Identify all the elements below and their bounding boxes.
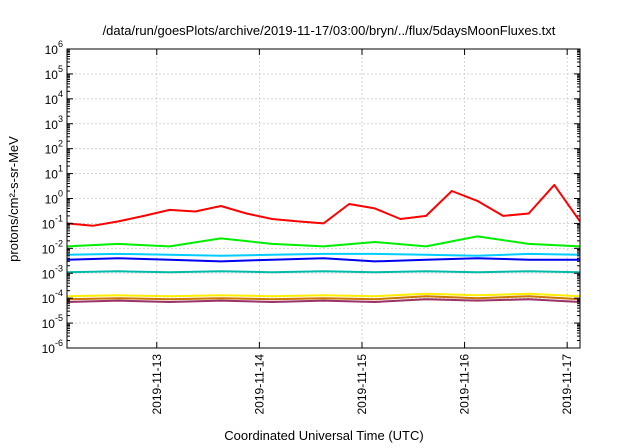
y-tick-label: 100 [45,189,63,207]
y-axis-ticks: 10-6 10-5 10-4 10-3 10-2 10-1 100 101 102 103 104 1… [42,39,580,356]
x-axis-label: Coordinated Universal Time (UTC) [224,428,423,443]
series-line-3 [66,252,581,257]
x-tick-label: 2019-11-13 [150,354,164,415]
grid-lines [67,49,580,348]
y-tick-label: 10-6 [42,338,63,356]
y-tick-label: 104 [45,89,63,107]
series-line-6 [66,292,581,298]
y-tick-label: 10-4 [42,288,63,306]
y-tick-label: 102 [45,139,63,157]
y-tick-label: 103 [45,114,63,132]
series-line-5 [66,270,581,274]
series-group [66,183,581,303]
y-tick-label: 10-2 [42,238,63,256]
series-line-8 [66,298,581,303]
x-tick-label: 2019-11-14 [252,354,266,415]
y-tick-label: 10-1 [42,213,63,231]
y-tick-label: 10-3 [42,263,63,281]
chart-title: /data/run/goesPlots/archive/2019-11-17/0… [103,23,556,38]
series-line-1 [66,183,581,227]
x-tick-label: 2019-11-17 [560,354,574,415]
x-tick-label: 2019-11-15 [355,354,369,415]
y-tick-label: 101 [45,164,63,182]
y-axis-label: protons/cm²-s-sr-MeV [6,136,21,262]
series-line-4 [66,257,580,263]
series-line-7 [66,295,581,301]
x-axis-ticks: 2019-11-13 2019-11-14 2019-11-15 2019-11-16… [150,49,574,415]
y-tick-label: 105 [45,64,63,82]
series-line-2 [66,235,581,248]
y-tick-label: 106 [45,39,63,57]
x-tick-label: 2019-11-16 [458,354,472,415]
y-tick-label: 10-5 [42,313,63,331]
